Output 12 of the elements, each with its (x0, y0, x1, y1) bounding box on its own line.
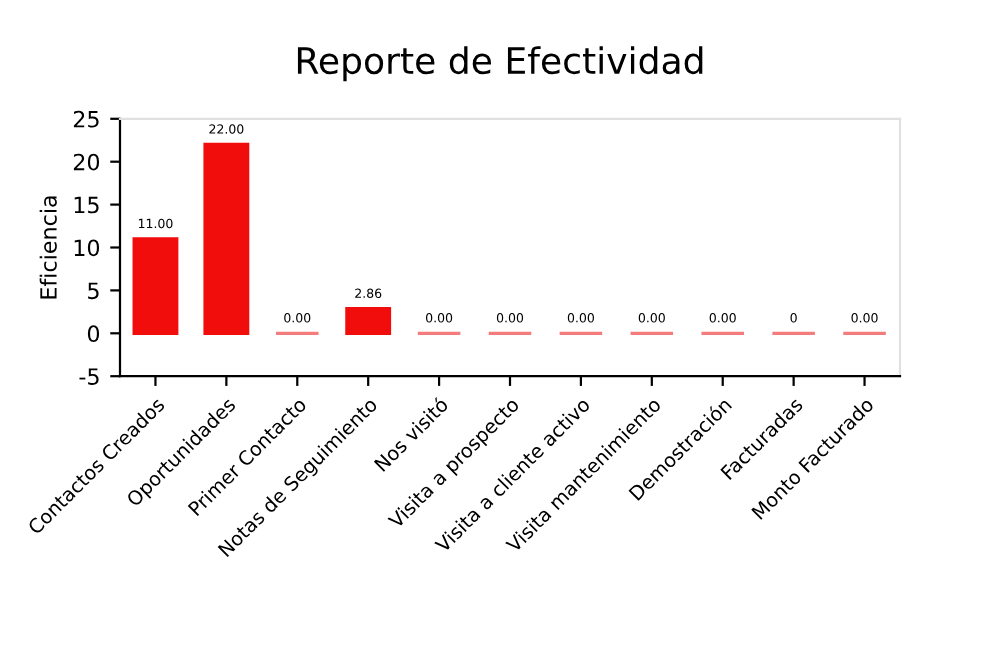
y-tick-label: 10 (74, 239, 100, 257)
y-axis-title: Eficiencia (39, 196, 57, 299)
y-tick-label: 0 (87, 325, 100, 343)
y-tick-label: 5 (88, 282, 99, 300)
bar (132, 237, 179, 335)
chart-title: Reporte de Efectividad (297, 46, 703, 82)
bar (345, 307, 392, 335)
y-tick-label: 15 (74, 196, 99, 214)
y-tick-label: -5 (79, 368, 99, 385)
bar (203, 142, 250, 335)
y-tick-label: 25 (73, 110, 99, 128)
y-tick-label: 20 (73, 153, 100, 171)
